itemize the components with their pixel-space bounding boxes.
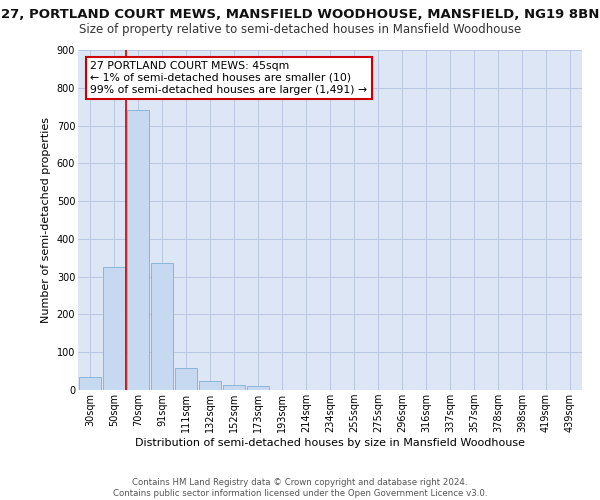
- Bar: [127, 110, 149, 390]
- Bar: [175, 368, 197, 390]
- Y-axis label: Number of semi-detached properties: Number of semi-detached properties: [41, 117, 51, 323]
- Bar: [103, 267, 125, 390]
- Text: Contains HM Land Registry data © Crown copyright and database right 2024.
Contai: Contains HM Land Registry data © Crown c…: [113, 478, 487, 498]
- Bar: [199, 380, 221, 390]
- Text: 27, PORTLAND COURT MEWS, MANSFIELD WOODHOUSE, MANSFIELD, NG19 8BN: 27, PORTLAND COURT MEWS, MANSFIELD WOODH…: [1, 8, 599, 20]
- Bar: [247, 386, 269, 390]
- Bar: [151, 264, 173, 390]
- Bar: [79, 377, 101, 390]
- Bar: [223, 385, 245, 390]
- X-axis label: Distribution of semi-detached houses by size in Mansfield Woodhouse: Distribution of semi-detached houses by …: [135, 438, 525, 448]
- Text: Size of property relative to semi-detached houses in Mansfield Woodhouse: Size of property relative to semi-detach…: [79, 22, 521, 36]
- Text: 27 PORTLAND COURT MEWS: 45sqm
← 1% of semi-detached houses are smaller (10)
99% : 27 PORTLAND COURT MEWS: 45sqm ← 1% of se…: [91, 62, 368, 94]
